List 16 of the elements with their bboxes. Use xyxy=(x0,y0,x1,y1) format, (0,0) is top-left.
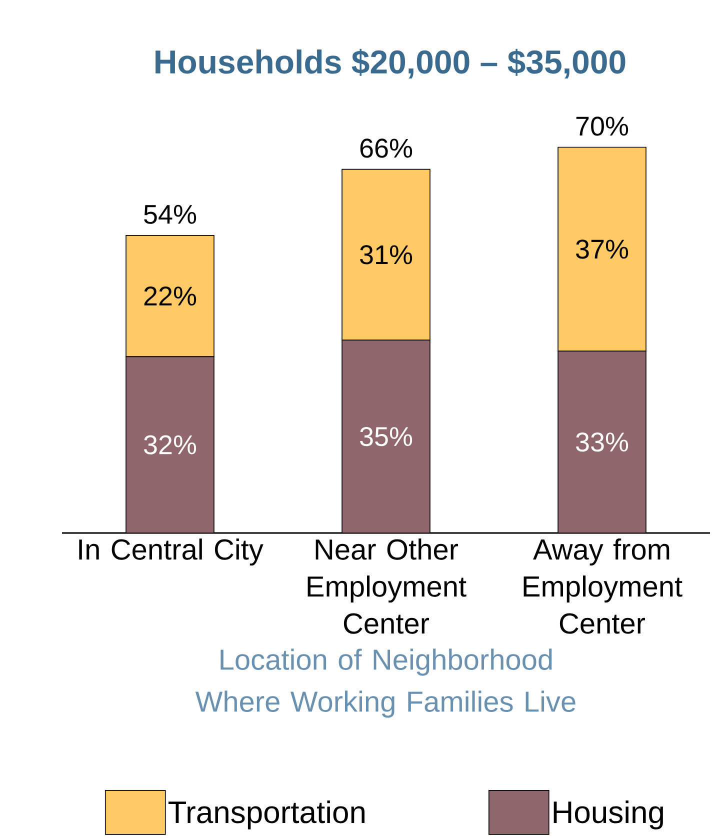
total-label: 70% xyxy=(576,116,628,136)
legend-label: Housing xyxy=(554,800,664,830)
data-label: 35% xyxy=(360,427,412,446)
data-label: 22% xyxy=(144,286,196,306)
chart-title: Households $20,000 – $35,000 xyxy=(156,48,626,78)
data-label: 31% xyxy=(360,245,412,264)
x-tick-label: Near Other Employment Center xyxy=(308,538,466,634)
total-label: 54% xyxy=(144,204,196,224)
x-tick-label: In Central City xyxy=(79,538,264,566)
total-label: 66% xyxy=(360,138,412,158)
x-tick-label: Away from Employment Center xyxy=(524,538,682,634)
data-label: 33% xyxy=(576,432,628,452)
x-axis-title: Location of Neighborhood Where Working Families Live xyxy=(195,648,576,718)
data-label: 32% xyxy=(144,435,196,454)
data-label: 37% xyxy=(576,240,628,259)
legend-label: Transportation xyxy=(168,800,364,830)
